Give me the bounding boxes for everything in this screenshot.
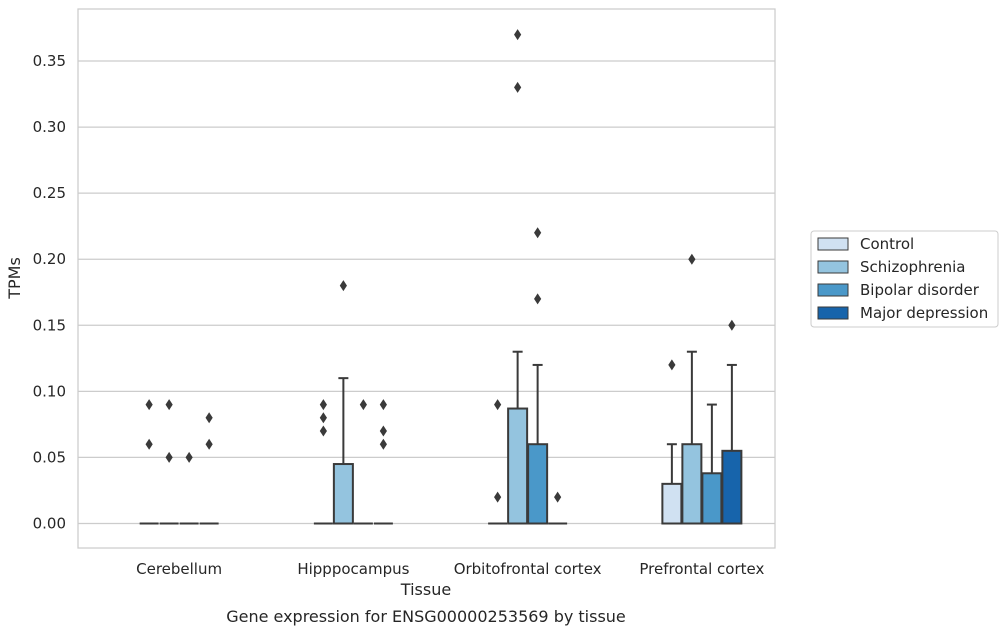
box-schizophrenia <box>332 280 354 525</box>
x-tick-label: Orbitofrontal cortex <box>454 560 602 578</box>
outlier-point <box>205 438 213 450</box>
chart-title: Gene expression for ENSG00000253569 by t… <box>226 607 626 626</box>
y-tick-label: 0.20 <box>33 250 66 268</box>
outlier-point <box>379 438 387 450</box>
legend-swatch <box>817 260 849 274</box>
box-major-depression <box>721 319 743 525</box>
legend-label: Schizophrenia <box>860 258 965 276</box>
box-control <box>488 399 508 525</box>
box <box>507 407 529 525</box>
outlier-point <box>728 319 736 331</box>
legend-swatch <box>817 306 849 320</box>
legend-swatch <box>817 283 849 297</box>
outlier-point <box>185 451 193 463</box>
legend-swatch <box>817 237 849 251</box>
box-major-depression <box>199 412 219 525</box>
legend-label: Control <box>860 235 914 253</box>
y-tick-label: 0.25 <box>33 184 66 202</box>
box <box>332 463 354 525</box>
box-major-depression <box>373 399 393 525</box>
box-bipolar-disorder <box>353 399 373 525</box>
box-major-depression <box>548 491 568 525</box>
y-tick-label: 0.05 <box>33 448 66 466</box>
outlier-point <box>339 280 347 292</box>
outlier-point <box>319 399 327 411</box>
box <box>681 443 703 525</box>
x-tick-label: Prefrontal cortex <box>639 560 764 578</box>
plot-frame <box>77 8 776 549</box>
y-tick-label: 0.15 <box>33 316 66 334</box>
box <box>701 472 723 525</box>
outlier-point <box>319 425 327 437</box>
outlier-point <box>145 399 153 411</box>
legend-label: Bipolar disorder <box>860 281 980 299</box>
box-schizophrenia <box>681 253 703 525</box>
outlier-point <box>494 491 502 503</box>
box <box>661 482 683 525</box>
legend: Control Schizophrenia Bipolar disorder Majo… <box>810 230 999 328</box>
box-schizophrenia <box>507 29 529 525</box>
outlier-point <box>534 227 542 239</box>
outlier-point <box>165 399 173 411</box>
x-axis-ticks: Cerebellum Hipppocampus Orbitofrontal cort… <box>136 560 764 578</box>
y-axis-label: TPMs <box>5 257 24 300</box>
outlier-point <box>534 293 542 305</box>
y-tick-label: 0.10 <box>33 382 66 400</box>
outlier-point <box>145 438 153 450</box>
box <box>721 449 743 525</box>
box-control <box>661 359 683 525</box>
outlier-point <box>379 425 387 437</box>
outlier-point <box>165 451 173 463</box>
x-tick-label: Cerebellum <box>136 560 222 578</box>
y-axis-ticks: 0.00 0.05 0.10 0.15 0.20 0.25 0.30 0.35 <box>33 52 66 533</box>
grid-lines <box>78 60 775 525</box>
legend-label: Major depression <box>860 304 988 322</box>
outlier-point <box>554 491 562 503</box>
box-bipolar-disorder <box>179 451 199 525</box>
outlier-point <box>668 359 676 371</box>
outlier-point <box>494 399 502 411</box>
y-tick-label: 0.30 <box>33 118 66 136</box>
box-schizophrenia <box>159 399 179 525</box>
outlier-point <box>379 399 387 411</box>
outlier-point <box>514 81 522 93</box>
x-axis-label: Tissue <box>400 580 451 599</box>
box-plot-series <box>139 29 743 525</box>
box-control <box>313 399 333 525</box>
box <box>527 443 549 525</box>
box-bipolar-disorder <box>527 227 549 525</box>
legend-frame <box>810 230 999 328</box>
outlier-point <box>359 399 367 411</box>
box-bipolar-disorder <box>701 403 723 525</box>
outlier-point <box>205 412 213 424</box>
outlier-point <box>319 412 327 424</box>
outlier-point <box>688 253 696 265</box>
box-control <box>139 399 159 525</box>
y-tick-label: 0.35 <box>33 52 66 70</box>
x-tick-label: Hipppocampus <box>297 560 409 578</box>
outlier-point <box>514 29 522 41</box>
y-tick-label: 0.00 <box>33 515 66 533</box>
